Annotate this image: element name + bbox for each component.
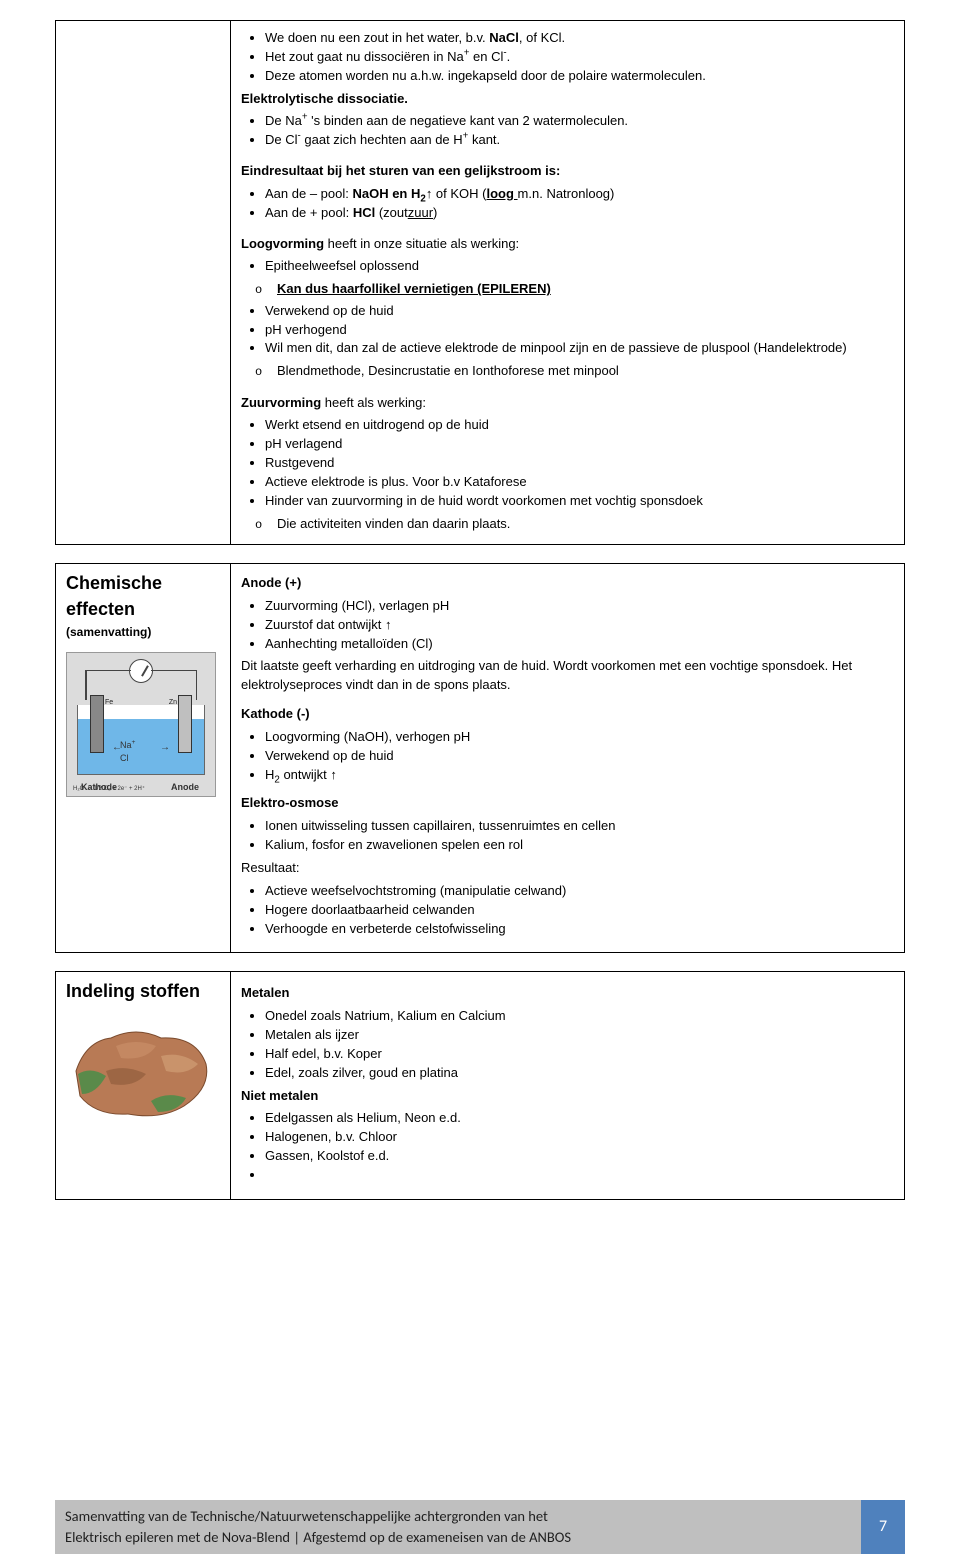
zuur-list: Werkt etsend en uitdrogend op de huid pH… <box>241 416 894 510</box>
metalen-list: Onedel zoals Natrium, Kalium en Calcium … <box>241 1007 894 1082</box>
eindresultaat-title: Eindresultaat bij het sturen van een gel… <box>241 162 894 181</box>
intro-list: We doen nu een zout in het water, b.v. N… <box>241 29 894 86</box>
loog-list: Epitheelweefsel oplossend <box>241 257 894 276</box>
section2-left: Chemische effecten (samenvatting) ← Na+C… <box>56 564 231 953</box>
mineral-image <box>66 1016 216 1126</box>
loog2-sub: Blendmethode, Desincrustatie en Ionthofo… <box>241 362 894 381</box>
anode-2: Zuurstof dat ontwijkt ↑ <box>265 616 894 635</box>
zuur-title: Zuurvorming heeft als werking: <box>241 394 894 413</box>
zuur-4: Actieve elektrode is plus. Voor b.v Kata… <box>265 473 894 492</box>
section1-content: We doen nu een zout in het water, b.v. N… <box>231 21 905 545</box>
elektro-1: De Na+ 's binden aan de negatieve kant v… <box>265 112 894 131</box>
metalen-title: Metalen <box>241 984 894 1003</box>
loog-title: Loogvorming heeft in onze situatie als w… <box>241 235 894 254</box>
zuur-5: Hinder van zuurvorming in de huid wordt … <box>265 492 894 511</box>
anode-title: Anode (+) <box>241 574 894 593</box>
nietmetalen-list: Edelgassen als Helium, Neon e.d. Halogen… <box>241 1109 894 1184</box>
section2-title: Chemische effecten <box>66 570 220 622</box>
osmose-list: Ionen uitwisseling tussen capillairen, t… <box>241 817 894 855</box>
section3-content: Metalen Onedel zoals Natrium, Kalium en … <box>231 972 905 1199</box>
resultaat-title: Resultaat: <box>241 859 894 878</box>
zuur-sub-1: Die activiteiten vinden dan daarin plaat… <box>277 515 894 534</box>
intro-2: Het zout gaat nu dissociëren in Na+ en C… <box>265 48 894 67</box>
section-table-chemische: Chemische effecten (samenvatting) ← Na+C… <box>55 563 905 953</box>
diagram-equation: H₂O → 1/2 O₂ + 2e⁻ + 2H⁺ <box>73 785 145 794</box>
kathode-list: Loogvorming (NaOH), verhogen pH Verweken… <box>241 728 894 785</box>
res-2: Hogere doorlaatbaarheid celwanden <box>265 901 894 920</box>
loog2-3: Wil men dit, dan zal de actieve elektrod… <box>265 339 894 358</box>
elektro-list: De Na+ 's binden aan de negatieve kant v… <box>241 112 894 150</box>
anode-para: Dit laatste geeft verharding en uitdrogi… <box>241 657 894 695</box>
footer-text: Samenvatting van de Technische/Natuurwet… <box>55 1500 861 1554</box>
section-table-elektrolyse: We doen nu een zout in het water, b.v. N… <box>55 20 905 545</box>
intro-1: We doen nu een zout in het water, b.v. N… <box>265 29 894 48</box>
eind-list: Aan de – pool: NaOH en H2↑ of KOH (loog … <box>241 185 894 223</box>
zuur-2: pH verlagend <box>265 435 894 454</box>
eind-2: Aan de + pool: HCl (zoutzuur) <box>265 204 894 223</box>
zuur-1: Werkt etsend en uitdrogend op de huid <box>265 416 894 435</box>
res-3: Verhoogde en verbeterde celstofwisseling <box>265 920 894 939</box>
elektro-2: De Cl- gaat zich hechten aan de H+ kant. <box>265 131 894 150</box>
loog-1: Epitheelweefsel oplossend <box>265 257 894 276</box>
section3-title: Indeling stoffen <box>66 978 220 1004</box>
electrolysis-diagram: ← Na+Cl → Fe Zn Kathode Anode H₂O → 1/2 … <box>66 652 216 797</box>
section1-left <box>56 21 231 545</box>
page-number: 7 <box>861 1500 905 1554</box>
met-2: Metalen als ijzer <box>265 1026 894 1045</box>
met-1: Onedel zoals Natrium, Kalium en Calcium <box>265 1007 894 1026</box>
section3-left: Indeling stoffen <box>56 972 231 1199</box>
anode-3: Aanhechting metalloïden (Cl) <box>265 635 894 654</box>
kathode-title: Kathode (-) <box>241 705 894 724</box>
anode-1: Zuurvorming (HCl), verlagen pH <box>265 597 894 616</box>
diagram-anode-label: Anode <box>171 781 199 794</box>
nmet-4 <box>265 1166 894 1185</box>
nmet-3: Gassen, Koolstof e.d. <box>265 1147 894 1166</box>
page-footer: Samenvatting van de Technische/Natuurwet… <box>55 1500 905 1554</box>
section-table-indeling: Indeling stoffen Metalen Onedel zoals Na… <box>55 971 905 1199</box>
osm-2: Kalium, fosfor en zwavelionen spelen een… <box>265 836 894 855</box>
met-4: Edel, zoals zilver, goud en platina <box>265 1064 894 1083</box>
intro-3: Deze atomen worden nu a.h.w. ingekapseld… <box>265 67 894 86</box>
kath-1: Loogvorming (NaOH), verhogen pH <box>265 728 894 747</box>
nietmetalen-title: Niet metalen <box>241 1087 894 1106</box>
res-1: Actieve weefselvochtstroming (manipulati… <box>265 882 894 901</box>
loog-sub: Kan dus haarfollikel vernietigen (EPILER… <box>241 280 894 299</box>
eind-1: Aan de – pool: NaOH en H2↑ of KOH (loog … <box>265 185 894 204</box>
loog2-sub-1: Blendmethode, Desincrustatie en Ionthofo… <box>277 362 894 381</box>
section2-subtitle: (samenvatting) <box>66 624 220 641</box>
met-3: Half edel, b.v. Koper <box>265 1045 894 1064</box>
zuur-sub: Die activiteiten vinden dan daarin plaat… <box>241 515 894 534</box>
osm-1: Ionen uitwisseling tussen capillairen, t… <box>265 817 894 836</box>
resultaat-list: Actieve weefselvochtstroming (manipulati… <box>241 882 894 939</box>
elektro-title: Elektrolytische dissociatie. <box>241 90 894 109</box>
loog2-2: pH verhogend <box>265 321 894 340</box>
nmet-1: Edelgassen als Helium, Neon e.d. <box>265 1109 894 1128</box>
loog-sub-1: Kan dus haarfollikel vernietigen (EPILER… <box>277 280 894 299</box>
zuur-3: Rustgevend <box>265 454 894 473</box>
osmose-title: Elektro-osmose <box>241 794 894 813</box>
section2-content: Anode (+) Zuurvorming (HCl), verlagen pH… <box>231 564 905 953</box>
kath-3: H2 ontwijkt ↑ <box>265 766 894 785</box>
anode-list: Zuurvorming (HCl), verlagen pH Zuurstof … <box>241 597 894 654</box>
nmet-2: Halogenen, b.v. Chloor <box>265 1128 894 1147</box>
kath-2: Verwekend op de huid <box>265 747 894 766</box>
loog-list2: Verwekend op de huid pH verhogend Wil me… <box>241 302 894 359</box>
loog2-1: Verwekend op de huid <box>265 302 894 321</box>
